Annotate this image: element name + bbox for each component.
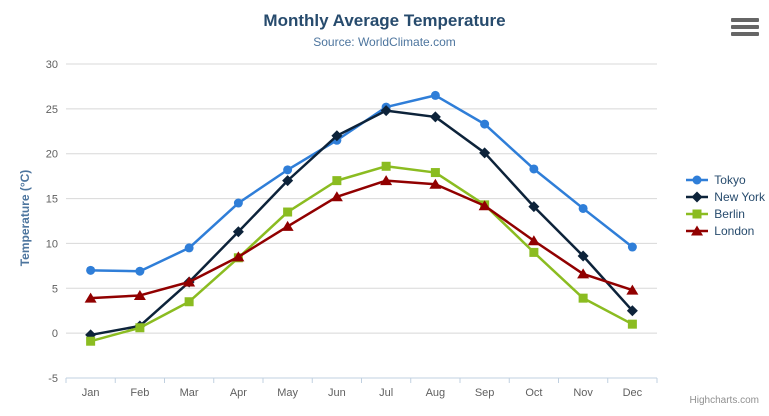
series-line-london[interactable]	[89, 179, 634, 300]
data-point-new-york[interactable]	[282, 175, 294, 187]
data-point-london[interactable]	[330, 191, 343, 202]
data-point-tokyo[interactable]	[430, 90, 440, 100]
data-point-berlin[interactable]	[430, 168, 440, 178]
x-axis-label: Dec	[623, 387, 643, 399]
x-axis-label: Aug	[426, 387, 446, 399]
hamburger-bar	[731, 25, 759, 29]
legend-item-tokyo[interactable]: Tokyo	[685, 173, 765, 187]
series-line-berlin[interactable]	[89, 165, 634, 343]
x-axis-label: Jun	[328, 387, 346, 399]
data-point-berlin[interactable]	[578, 293, 588, 303]
data-point-new-york[interactable]	[577, 250, 589, 262]
data-point-berlin[interactable]	[332, 176, 342, 186]
data-point-new-york[interactable]	[479, 147, 491, 159]
data-point-tokyo[interactable]	[578, 203, 588, 213]
data-point-london[interactable]	[84, 292, 97, 303]
data-point-berlin[interactable]	[135, 323, 145, 333]
data-point-tokyo[interactable]	[135, 266, 145, 276]
x-axis-label: Feb	[130, 387, 149, 399]
legend-item-berlin[interactable]: Berlin	[685, 207, 765, 221]
legend: Tokyo New York Berlin London	[685, 170, 765, 241]
chart-title: Monthly Average Temperature	[263, 11, 506, 30]
x-axis-label: Mar	[180, 387, 199, 399]
hamburger-bar	[731, 32, 759, 36]
data-point-tokyo[interactable]	[480, 119, 490, 129]
credits-link[interactable]: Highcharts.com	[689, 395, 759, 406]
data-point-new-york[interactable]	[528, 201, 540, 213]
data-point-new-york[interactable]	[232, 226, 244, 238]
legend-label: Berlin	[714, 207, 745, 221]
x-axis-label: May	[277, 387, 298, 399]
data-point-london[interactable]	[380, 175, 393, 186]
data-point-london[interactable]	[232, 251, 245, 262]
x-axis-label: Jul	[379, 387, 393, 399]
export-menu-icon[interactable]	[731, 18, 759, 39]
data-point-tokyo[interactable]	[529, 164, 539, 174]
triangle-legend-icon	[686, 225, 709, 236]
data-point-london[interactable]	[527, 235, 540, 246]
y-axis-label: 10	[46, 238, 58, 250]
legend-item-london[interactable]: London	[685, 224, 765, 238]
data-point-london[interactable]	[478, 200, 491, 211]
data-point-tokyo[interactable]	[86, 265, 96, 275]
legend-label: London	[714, 224, 755, 238]
data-point-london[interactable]	[133, 289, 146, 300]
y-axis-label: -5	[48, 373, 58, 385]
x-axis-label: Apr	[230, 387, 247, 399]
series-line-tokyo[interactable]	[89, 94, 634, 273]
data-point-berlin[interactable]	[627, 319, 637, 329]
data-point-london[interactable]	[183, 276, 196, 287]
x-axis-label: Oct	[525, 387, 542, 399]
data-point-berlin[interactable]	[86, 336, 96, 346]
data-point-tokyo[interactable]	[184, 243, 194, 253]
y-axis-label: 25	[46, 104, 58, 116]
data-point-berlin[interactable]	[283, 207, 293, 217]
x-axis-label: Sep	[475, 387, 495, 399]
diamond-legend-icon	[686, 191, 709, 203]
y-axis-title: Temperature (°C)	[18, 169, 32, 267]
circle-legend-icon	[686, 175, 709, 185]
data-point-tokyo[interactable]	[283, 165, 293, 175]
y-axis-label: 15	[46, 194, 58, 206]
x-axis-label: Nov	[573, 387, 593, 399]
data-point-london[interactable]	[429, 178, 442, 189]
data-point-berlin[interactable]	[184, 297, 194, 307]
data-point-tokyo[interactable]	[627, 242, 637, 252]
data-point-new-york[interactable]	[331, 130, 343, 142]
data-point-berlin[interactable]	[381, 161, 391, 171]
x-axis-label: Jan	[82, 387, 100, 399]
data-point-london[interactable]	[577, 268, 590, 279]
data-point-new-york[interactable]	[380, 105, 392, 117]
y-axis-label: 0	[52, 328, 58, 340]
series-line-new-york[interactable]	[89, 109, 634, 337]
data-point-berlin[interactable]	[529, 247, 539, 257]
y-axis-label: 30	[46, 59, 58, 71]
square-legend-icon	[686, 209, 709, 219]
legend-label: Tokyo	[714, 173, 746, 187]
chart-subtitle: Source: WorldClimate.com	[313, 35, 456, 49]
data-point-london[interactable]	[626, 284, 639, 295]
data-point-london[interactable]	[281, 220, 294, 231]
hamburger-bar	[731, 18, 759, 22]
legend-item-new-york[interactable]: New York	[685, 190, 765, 204]
legend-label: New York	[714, 190, 765, 204]
y-axis-label: 20	[46, 149, 58, 161]
y-axis-label: 5	[52, 283, 58, 295]
data-point-new-york[interactable]	[626, 305, 638, 317]
data-point-new-york[interactable]	[429, 111, 441, 123]
data-point-tokyo[interactable]	[233, 198, 243, 208]
